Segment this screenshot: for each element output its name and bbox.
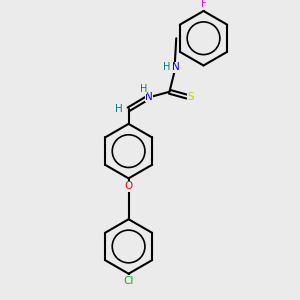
Text: Cl: Cl bbox=[123, 275, 134, 286]
Text: N: N bbox=[145, 92, 153, 102]
Text: O: O bbox=[124, 181, 133, 191]
Text: H: H bbox=[140, 84, 147, 94]
Text: F: F bbox=[201, 0, 206, 9]
Text: N: N bbox=[172, 62, 180, 72]
Text: S: S bbox=[188, 92, 194, 102]
Text: H: H bbox=[115, 104, 123, 114]
Text: H: H bbox=[163, 62, 170, 72]
